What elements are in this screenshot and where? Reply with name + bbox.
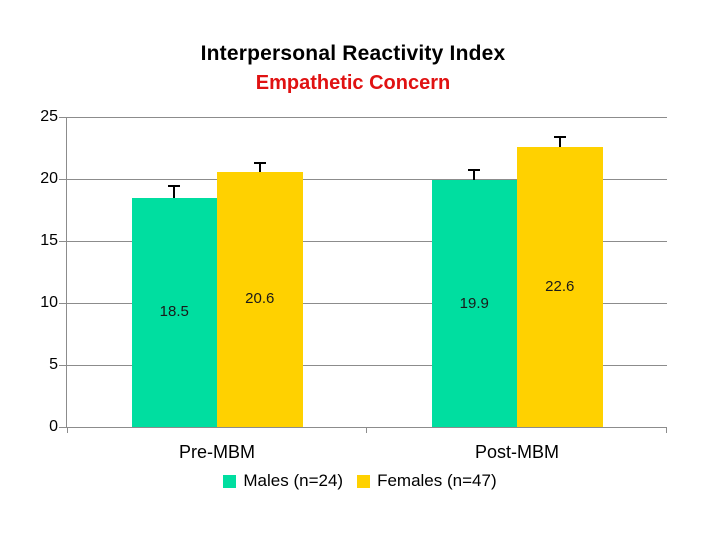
- bar-males-pre-mbm: [131, 197, 217, 427]
- y-axis-tick: [59, 303, 67, 304]
- chart-title: Interpersonal Reactivity Index: [200, 42, 506, 65]
- legend-swatch-icon: [357, 474, 371, 488]
- y-tick-label: 5: [49, 356, 58, 373]
- data-label-males-pre-mbm: 18.5: [159, 303, 189, 321]
- y-axis-tick: [59, 117, 67, 118]
- gridline: [67, 365, 667, 366]
- x-axis-line: [67, 427, 667, 428]
- error-bar-cap-females-post-mbm: [553, 135, 566, 138]
- x-axis-tick: [666, 427, 667, 433]
- legend: Males (n=24) Females (n=47): [0, 470, 720, 492]
- gridline: [67, 117, 667, 118]
- y-axis-tick: [59, 179, 67, 180]
- error-bar-females-pre-mbm: [258, 162, 261, 172]
- error-bar-males-pre-mbm: [173, 186, 176, 198]
- data-label-females-post-mbm: 22.6: [545, 277, 575, 295]
- legend-swatch-icon: [223, 474, 237, 488]
- bar-females-post-mbm: [517, 146, 603, 427]
- y-tick-label: 10: [40, 294, 58, 311]
- data-label-males-post-mbm: 19.9: [459, 294, 489, 312]
- x-category-label-post-mbm: Post-MBM: [474, 442, 559, 462]
- y-axis-line: [66, 117, 67, 428]
- bar-males-post-mbm: [431, 180, 517, 427]
- y-axis-tick: [59, 365, 67, 366]
- error-bar-cap-females-pre-mbm: [253, 161, 266, 164]
- legend-item: Males (n=24): [223, 471, 343, 491]
- data-label-females-pre-mbm: 20.6: [245, 290, 275, 308]
- y-axis-labels: 25 20 15 10 5 0: [0, 108, 58, 437]
- gridline: [67, 303, 667, 304]
- y-tick-label: 0: [49, 418, 58, 435]
- y-axis-tick: [59, 241, 67, 242]
- x-axis-labels: Pre-MBM Post-MBM: [67, 440, 667, 464]
- error-bar-cap-males-pre-mbm: [168, 185, 181, 188]
- chart-subtitle: Empathetic Concern: [255, 72, 451, 94]
- y-tick-label: 20: [40, 170, 58, 187]
- error-bar-males-post-mbm: [473, 170, 476, 181]
- x-axis-tick: [366, 427, 367, 433]
- gridline: [67, 179, 667, 180]
- legend-label: Males (n=24): [243, 471, 344, 490]
- plot-area: 18.5 20.6 19.9 22.6: [59, 117, 667, 433]
- y-tick-label: 25: [40, 108, 58, 125]
- error-bar-cap-males-post-mbm: [468, 169, 481, 172]
- legend-item: Females (n=47): [357, 471, 497, 491]
- bar-females-pre-mbm: [217, 171, 303, 427]
- x-category-label-pre-mbm: Pre-MBM: [179, 442, 255, 462]
- gridline: [67, 241, 667, 242]
- y-axis-tick: [59, 427, 67, 428]
- error-bar-females-post-mbm: [558, 136, 561, 147]
- x-axis-tick: [67, 427, 68, 433]
- legend-label: Females (n=47): [377, 471, 497, 490]
- y-tick-label: 15: [40, 232, 58, 249]
